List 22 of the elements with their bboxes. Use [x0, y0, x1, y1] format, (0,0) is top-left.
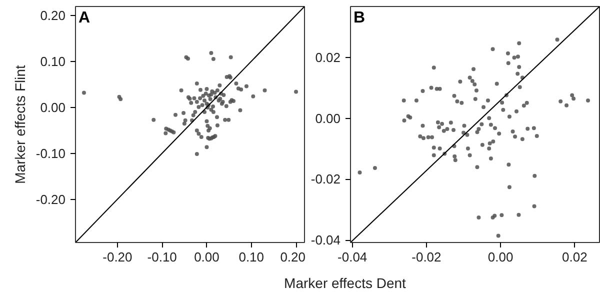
y-tick-label: 0.00: [315, 110, 341, 126]
y-tick-label: -0.02: [310, 172, 341, 187]
y-tick-label: 0.20: [40, 8, 66, 23]
x-tick-label: -0.04: [338, 250, 368, 264]
x-tick-label: -0.20: [102, 250, 132, 264]
x-tick-label: -0.02: [412, 250, 442, 264]
x-tick-label: 0.00: [194, 250, 220, 264]
x-tick-label: 0.20: [280, 250, 306, 264]
x-axis-title: Marker effects Dent: [284, 274, 406, 293]
chart-title: B: [354, 10, 366, 26]
chart-title: A: [78, 10, 90, 26]
y-tick-label: -0.04: [310, 232, 341, 248]
y-axis-title: Marker effects Flint: [12, 65, 28, 184]
y-tick-label: -0.10: [36, 146, 66, 162]
x-tick-label: 0.10: [238, 250, 264, 264]
x-tick-label: 0.02: [562, 250, 588, 264]
y-tick-label: 0.02: [315, 50, 341, 66]
x-tick-label: -0.10: [147, 250, 177, 264]
x-tick-label: 0.00: [488, 250, 514, 264]
y-tick-label: -0.20: [36, 192, 66, 208]
y-tick-label: 0.00: [40, 100, 66, 115]
y-tick-label: 0.10: [40, 54, 66, 69]
